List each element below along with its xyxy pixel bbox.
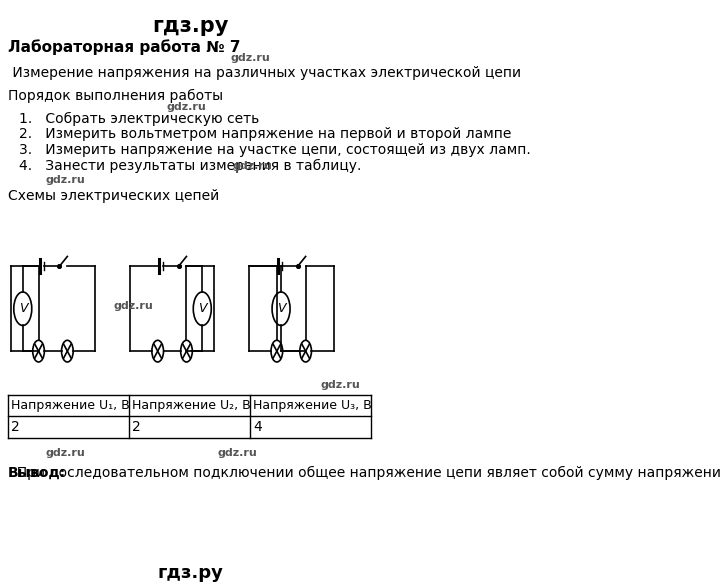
Text: Напряжение U₂, В: Напряжение U₂, В [132,399,251,412]
Text: Напряжение U₃, В: Напряжение U₃, В [253,399,372,412]
Text: Лабораторная работа № 7: Лабораторная работа № 7 [8,39,240,55]
Text: gdz.ru: gdz.ru [45,174,85,185]
Text: Схемы электрических цепей: Схемы электрических цепей [8,190,219,204]
Text: 4: 4 [253,420,261,434]
Text: 3.   Измерить напряжение на участке цепи, состоящей из двух ламп.: 3. Измерить напряжение на участке цепи, … [19,143,531,157]
Text: Вывод:: Вывод: [8,466,66,480]
Text: Напряжение U₁, В: Напряжение U₁, В [11,399,130,412]
Text: Измерение напряжения на различных участках электрической цепи: Измерение напряжения на различных участк… [8,66,521,80]
Text: При последовательном подключении общее напряжение цепи являет собой сумму напряж: При последовательном подключении общее н… [8,466,720,480]
Text: gdz.ru: gdz.ru [217,448,257,458]
Text: гдз.ру: гдз.ру [153,16,229,36]
Text: gdz.ru: gdz.ru [230,53,270,63]
Text: Порядок выполнения работы: Порядок выполнения работы [8,89,223,103]
Text: 2.   Измерить вольтметром напряжение на первой и второй лампе: 2. Измерить вольтметром напряжение на пе… [19,128,511,141]
Text: gdz.ru: gdz.ru [233,161,273,171]
Text: 4.   Занести результаты измерения в таблицу.: 4. Занести результаты измерения в таблиц… [19,159,361,173]
Text: V: V [198,302,207,315]
Text: 2: 2 [132,420,141,434]
Text: gdz.ru: gdz.ru [167,102,207,112]
Text: V: V [19,302,27,315]
Text: 2: 2 [11,420,20,434]
Text: gdz.ru: gdz.ru [45,448,85,458]
Text: 1.   Собрать электрическую сеть: 1. Собрать электрическую сеть [19,112,258,126]
Text: gdz.ru: gdz.ru [320,380,360,390]
Text: V: V [276,302,285,315]
Text: гдз.ру: гдз.ру [158,564,224,582]
Text: gdz.ru: gdz.ru [114,301,153,311]
